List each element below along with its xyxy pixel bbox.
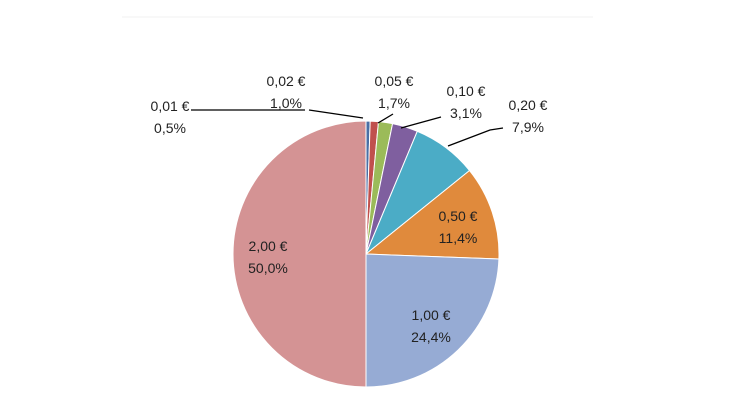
- leader-line-4: [447, 127, 504, 147]
- slice-percent-label-0: 0,5%: [154, 120, 186, 136]
- pie-slice-7: [232, 120, 367, 388]
- slice-percent-label-4: 7,9%: [512, 119, 544, 135]
- leader-line-1: [308, 109, 364, 119]
- slice-percent-label-2: 1,7%: [378, 95, 410, 111]
- pie-slices: [232, 120, 500, 388]
- slice-percent-label-5: 11,4%: [439, 230, 478, 246]
- slice-labels: 0,01 € 0,5% 0,02 € 1,0% 0,05 € 1,7% 0,10 € 3,1%…: [151, 73, 548, 345]
- leader-line-2: [377, 113, 394, 124]
- slice-category-label-3: 0,10 €: [447, 83, 486, 99]
- slice-category-label-5: 0,50 €: [439, 208, 478, 224]
- pie-slice-5: [364, 169, 500, 260]
- slice-category-label-0: 0,01 €: [151, 98, 190, 114]
- pie-slice-6: [365, 253, 500, 388]
- slice-percent-label-7: 50,0%: [248, 260, 288, 276]
- slice-percent-label-3: 3,1%: [450, 105, 482, 121]
- slice-category-label-7: 2,00 €: [249, 238, 288, 254]
- slice-category-label-6: 1,00 €: [412, 307, 451, 323]
- leader-line-3: [400, 116, 442, 129]
- slice-category-label-2: 0,05 €: [375, 73, 414, 89]
- slice-percent-label-6: 24,4%: [411, 329, 451, 345]
- slice-percent-label-1: 1,0%: [270, 95, 302, 111]
- leader-lines: [191, 109, 504, 147]
- slice-category-label-4: 0,20 €: [509, 97, 548, 113]
- slice-category-label-1: 0,02 €: [267, 73, 306, 89]
